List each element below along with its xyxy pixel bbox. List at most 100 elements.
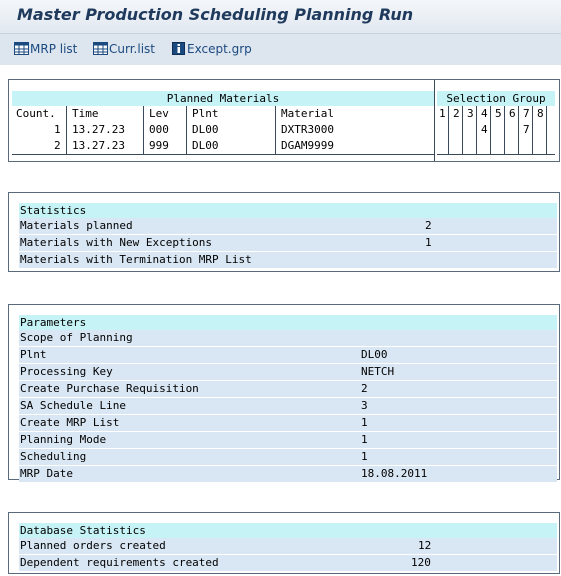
row-time: 13.27.23 — [72, 139, 125, 152]
col-time: Time — [72, 107, 99, 120]
param-label: Plnt — [20, 348, 47, 361]
column-divider — [448, 106, 449, 154]
param-value: 1 — [361, 433, 368, 446]
statistics-title: Statistics — [19, 203, 557, 218]
list-item: Materials with Termination MRP List — [19, 252, 557, 269]
param-value: NETCH — [361, 365, 395, 378]
planned-materials-table: Planned Materials Count. Time Lev Plnt M… — [12, 91, 434, 157]
col-material: Material — [281, 107, 334, 120]
param-value: 1 — [361, 416, 368, 429]
group-col-5: 5 — [495, 107, 502, 120]
list-item: Plnt DL00 — [19, 347, 557, 364]
table-bottom-line — [437, 154, 555, 155]
column-divider — [186, 106, 187, 154]
group-col-3: 3 — [467, 107, 474, 120]
group-col-8: 8 — [537, 107, 544, 120]
param-value: 2 — [361, 382, 368, 395]
list-item: Scope of Planning — [19, 330, 557, 347]
group-col-7: 7 — [523, 107, 530, 120]
selection-group-table: Selection Group 1 2 3 4 5 6 7 8 4 7 — [437, 91, 555, 157]
report-area: Planned Materials Count. Time Lev Plnt M… — [0, 65, 561, 576]
list-item: Create Purchase Requisition 2 — [19, 381, 557, 398]
db-stat-label: Planned orders created — [20, 539, 166, 552]
statistics-box: Statistics Materials planned 2 Materials… — [8, 192, 560, 272]
column-divider — [546, 106, 547, 154]
column-divider — [504, 106, 505, 154]
table-row[interactable]: 1 13.27.23 000 DL00 DXTR3000 — [12, 122, 434, 138]
column-divider — [66, 106, 67, 154]
info-icon — [172, 42, 185, 55]
row-material: DGAM9999 — [281, 139, 334, 152]
planned-materials-header: Count. Time Lev Plnt Material — [12, 106, 434, 122]
table-bottom-line — [12, 154, 434, 155]
list-item: Dependent requirements created 120 — [19, 555, 557, 572]
group-col-2: 2 — [453, 107, 460, 120]
row-count: 1 — [54, 123, 61, 136]
row-lev: 999 — [149, 139, 169, 152]
table-icon — [14, 42, 29, 55]
list-item: Scheduling 1 — [19, 449, 557, 466]
selection-group-title: Selection Group — [437, 91, 555, 106]
list-item: Planning Mode 1 — [19, 432, 557, 449]
stat-value: 2 — [425, 219, 432, 232]
list-item: MRP Date 18.08.2011 — [19, 466, 557, 483]
mrp-list-button[interactable]: MRP list — [14, 41, 77, 58]
row-time: 13.27.23 — [72, 123, 125, 136]
column-divider — [518, 106, 519, 154]
param-label: MRP Date — [20, 467, 73, 480]
parameters-title: Parameters — [19, 315, 557, 330]
column-divider — [476, 106, 477, 154]
list-item: Processing Key NETCH — [19, 364, 557, 381]
col-count: Count. — [16, 107, 56, 120]
curr-list-button[interactable]: Curr.list — [93, 41, 155, 58]
statistics-list: Statistics Materials planned 2 Materials… — [19, 203, 557, 269]
planned-materials-box: Planned Materials Count. Time Lev Plnt M… — [8, 79, 560, 162]
except-grp-button[interactable]: Except.grp — [171, 41, 252, 58]
param-label: Create Purchase Requisition — [20, 382, 199, 395]
database-statistics-title: Database Statistics — [19, 523, 557, 538]
stat-label: Materials with Termination MRP List — [20, 253, 252, 266]
list-item: Materials planned 2 — [19, 218, 557, 235]
database-statistics-list: Database Statistics Planned orders creat… — [19, 523, 557, 572]
group-col-4: 4 — [481, 107, 488, 120]
column-divider — [490, 106, 491, 154]
column-divider — [532, 106, 533, 154]
param-value: DL00 — [361, 348, 388, 361]
db-stat-value: 120 — [411, 556, 431, 569]
planned-materials-title: Planned Materials — [12, 91, 434, 106]
group-col-1: 1 — [439, 107, 446, 120]
database-statistics-box: Database Statistics Planned orders creat… — [8, 512, 560, 574]
list-item: Materials with New Exceptions 1 — [19, 235, 557, 252]
col-plnt: Plnt — [192, 107, 219, 120]
stat-label: Materials planned — [20, 219, 133, 232]
table-icon — [93, 42, 108, 55]
stat-value: 1 — [425, 236, 432, 249]
parameters-box: Parameters Scope of Planning Plnt DL00 Pr… — [8, 304, 560, 483]
list-item: Create MRP List 1 — [19, 415, 557, 432]
parameters-list: Parameters Scope of Planning Plnt DL00 Pr… — [19, 315, 557, 483]
column-divider — [462, 106, 463, 154]
param-label: Scheduling — [20, 450, 87, 463]
group-col-6: 6 — [509, 107, 516, 120]
db-stat-label: Dependent requirements created — [20, 556, 219, 569]
application-toolbar: MRP list Curr.list Except.grp — [0, 33, 561, 66]
row-material: DXTR3000 — [281, 123, 334, 136]
page-title: Master Production Scheduling Planning Ru… — [17, 5, 414, 24]
stat-label: Materials with New Exceptions — [20, 236, 213, 249]
curr-list-label: Curr.list — [109, 42, 155, 56]
group-value: 7 — [523, 123, 530, 136]
row-plnt: DL00 — [192, 123, 219, 136]
group-value: 4 — [481, 123, 488, 136]
param-label: SA Schedule Line — [20, 399, 126, 412]
section-divider — [434, 80, 435, 161]
list-item: SA Schedule Line 3 — [19, 398, 557, 415]
param-label: Create MRP List — [20, 416, 120, 429]
selection-group-grid: 1 2 3 4 5 6 7 8 4 7 — [437, 106, 555, 155]
mrp-list-label: MRP list — [30, 42, 78, 56]
title-bar: Master Production Scheduling Planning Ru… — [0, 0, 561, 33]
param-value: 18.08.2011 — [361, 467, 428, 480]
table-row[interactable]: 2 13.27.23 999 DL00 DGAM9999 — [12, 138, 434, 154]
param-label: Scope of Planning — [20, 331, 133, 344]
param-label: Planning Mode — [20, 433, 107, 446]
param-label: Processing Key — [20, 365, 113, 378]
